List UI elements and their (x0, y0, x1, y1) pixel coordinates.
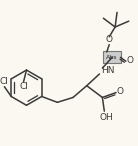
Text: Cl: Cl (0, 77, 9, 86)
Text: Abs: Abs (106, 55, 118, 60)
Text: HN: HN (101, 66, 115, 75)
Text: O: O (126, 56, 133, 65)
Text: O: O (116, 87, 124, 96)
Text: O: O (106, 35, 113, 44)
FancyBboxPatch shape (103, 52, 121, 63)
Text: Cl: Cl (19, 82, 28, 91)
Text: OH: OH (99, 113, 113, 121)
